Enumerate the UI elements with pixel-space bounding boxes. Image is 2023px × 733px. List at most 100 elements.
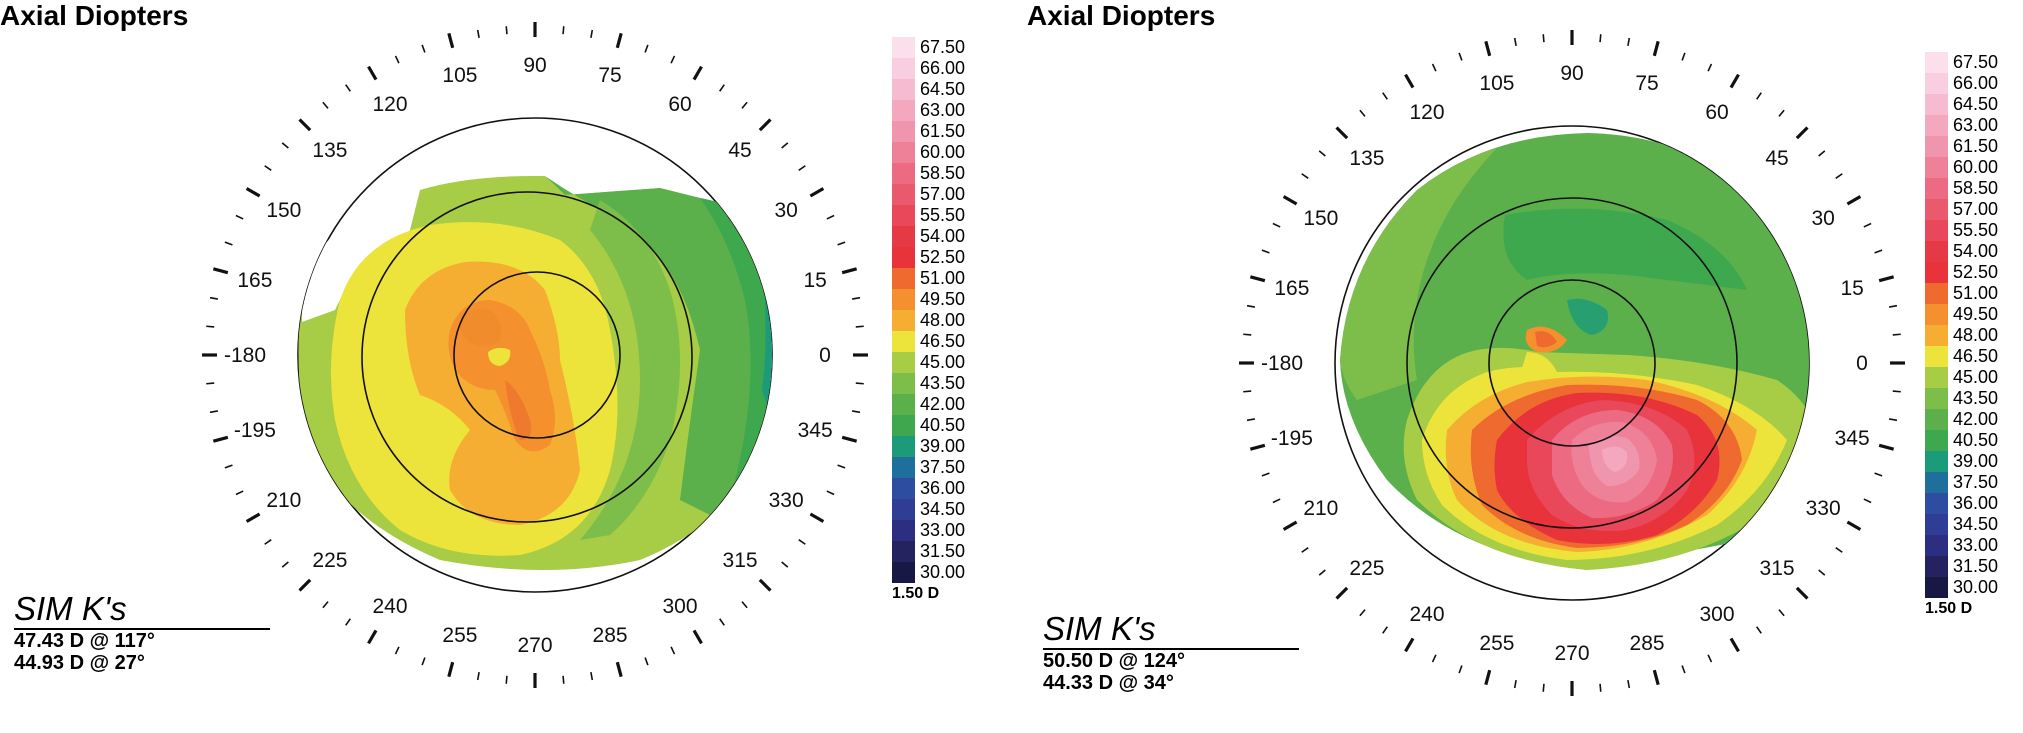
axial-topography-map: 0 15 30 45 60 75 90 105 120 135 150 165 -180 -195 210 2… [1239, 30, 1905, 696]
legend-value: 31.50 [920, 541, 966, 561]
sim-k-steep: 47.43 D @ 117° [14, 630, 155, 652]
degree-tick [206, 325, 215, 328]
legend-value: 33.00 [1953, 535, 1999, 555]
degree-tick [322, 601, 329, 609]
degree-tick [1707, 654, 1713, 663]
legend-swatch [1925, 577, 1948, 598]
degree-tick [855, 382, 864, 385]
degree-tick [1874, 472, 1883, 477]
legend-value: 39.00 [920, 436, 966, 456]
degree-label: 120 [1409, 101, 1444, 124]
degree-tick [1431, 63, 1437, 72]
degree-tick [562, 675, 565, 684]
degree-tick [719, 84, 725, 92]
degree-tick [781, 561, 789, 568]
degree-label: 45 [728, 139, 751, 162]
degree-tick [1627, 37, 1631, 47]
degree-tick [1249, 443, 1266, 451]
degree-tick [644, 44, 649, 53]
degree-tick [1681, 665, 1686, 674]
degree-tick [1846, 195, 1862, 206]
legend-step-size: 1.50 D [1925, 600, 1973, 617]
sim-k-divider [1043, 648, 1299, 650]
legend-swatch [1925, 346, 1948, 367]
degree-tick [235, 214, 244, 220]
degree-tick [345, 84, 351, 92]
degree-label: 30 [1811, 207, 1834, 230]
degree-tick [644, 657, 649, 666]
degree-tick [1707, 63, 1713, 72]
degree-label: 315 [1760, 557, 1795, 580]
legend-swatch [892, 520, 915, 541]
degree-tick [1484, 669, 1492, 686]
degree-tick [447, 661, 455, 678]
legend-swatch [1925, 115, 1948, 136]
legend-swatch [892, 268, 915, 289]
degree-tick [1729, 637, 1740, 653]
degree-tick [264, 165, 272, 171]
legend-swatch [1925, 73, 1948, 94]
degree-tick [1335, 586, 1349, 600]
legend-swatch [892, 310, 915, 331]
degree-label: 120 [372, 93, 407, 116]
degree-tick [245, 512, 261, 523]
degree-tick [224, 464, 233, 469]
degree-tick [670, 646, 676, 655]
degree-tick [851, 296, 861, 300]
degree-tick [1835, 173, 1843, 179]
legend-value: 61.50 [1953, 136, 1999, 156]
legend-swatch [1925, 220, 1948, 241]
degree-tick [298, 118, 312, 132]
degree-tick [224, 241, 233, 246]
degree-label: 225 [312, 549, 347, 572]
degree-tick [1729, 73, 1740, 89]
curvature-map [297, 117, 773, 593]
legend-value: 55.50 [920, 205, 966, 225]
legend-value: 42.00 [920, 394, 966, 414]
legend-value: 57.00 [920, 184, 966, 204]
legend-value: 51.00 [1953, 283, 1999, 303]
degree-tick [1382, 92, 1388, 100]
degree-tick [1892, 333, 1901, 336]
degree-tick [298, 578, 312, 592]
degree-label: 135 [1349, 147, 1384, 170]
legend-swatch [892, 541, 915, 562]
degree-tick [1778, 609, 1785, 617]
degree-label: 255 [1479, 632, 1514, 655]
legend-value: 45.00 [920, 352, 966, 372]
legend-value: 36.00 [1953, 493, 1999, 513]
degree-label: 60 [668, 93, 691, 116]
sim-k-heading: SIM K's [1043, 610, 1156, 647]
degree-tick [1778, 109, 1785, 117]
legend-value: 30.00 [1953, 577, 1999, 597]
legend-swatch [892, 436, 915, 457]
legend-swatch [892, 352, 915, 373]
legend-value: 40.50 [1953, 430, 1999, 450]
legend-swatch [892, 394, 915, 415]
degree-tick [841, 267, 858, 275]
degree-tick [1243, 333, 1252, 336]
degree-tick [841, 435, 858, 443]
degree-tick [590, 29, 594, 39]
degree-label: 300 [1699, 603, 1734, 626]
degree-tick [421, 44, 426, 53]
degree-tick [1249, 275, 1266, 283]
legend-swatch [892, 415, 915, 436]
degree-tick [1246, 418, 1256, 422]
legend-value: 34.50 [920, 499, 966, 519]
legend-value: 60.00 [1953, 157, 1999, 177]
degree-tick [1874, 249, 1883, 254]
degree-label: 15 [803, 269, 826, 292]
legend-swatch [1925, 157, 1948, 178]
degree-label: 240 [372, 595, 407, 618]
degree-tick [1756, 92, 1762, 100]
map-panel-left: Axial Diopters 0 15 30 45 60 75 90 105 120 135 150… [0, 0, 1010, 733]
degree-tick [1513, 679, 1517, 689]
legend-swatch [1925, 451, 1948, 472]
legend-swatch [892, 142, 915, 163]
degree-tick [421, 657, 426, 666]
degree-tick [1846, 520, 1862, 531]
legend-value: 48.00 [920, 310, 966, 330]
tick-marks [202, 22, 868, 688]
degree-label: -180 [1261, 352, 1303, 375]
